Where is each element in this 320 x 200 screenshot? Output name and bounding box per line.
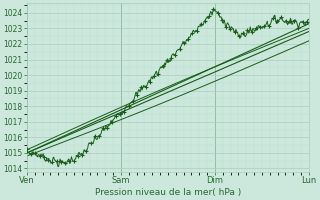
X-axis label: Pression niveau de la mer( hPa ): Pression niveau de la mer( hPa ) [95, 188, 241, 197]
